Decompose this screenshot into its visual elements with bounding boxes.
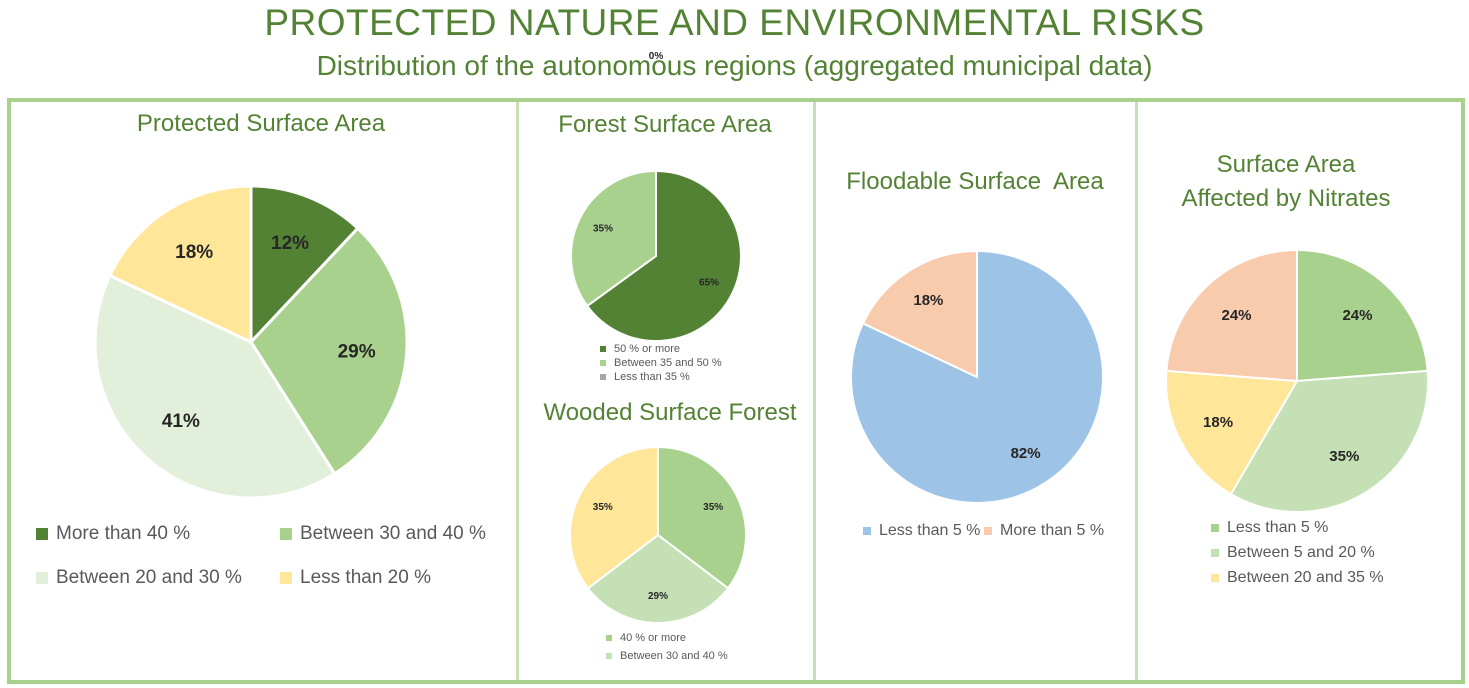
legend-swatch [600, 374, 606, 380]
legend-label: Between 20 and 35 % [1227, 569, 1384, 586]
legend-swatch [984, 527, 992, 535]
legend-item-less-than-20: Less than 20 % [280, 567, 431, 589]
charts-frame [7, 98, 1465, 684]
pie-slice-less-than-5 [1296, 248, 1429, 383]
legend-label: Less than 5 % [1227, 519, 1329, 536]
floodable-area-title: Floodable Surface Area [846, 168, 1104, 195]
legend-item-less-than-5: Less than 5 % [1211, 519, 1328, 537]
data-label-less-than-20: 18% [175, 242, 213, 263]
legend-label: Between 35 and 50 % [614, 357, 722, 369]
legend-label: Less than 35 % [614, 371, 690, 383]
legend-label: Less than 20 % [300, 567, 431, 588]
divider-1 [516, 102, 519, 680]
data-label-between-35-and-50: 35% [593, 223, 613, 234]
nitrates-area-pie: 24% 35% 18% 24% [1165, 248, 1429, 513]
nitrates-title-line-1: Surface Area [1216, 151, 1356, 178]
legend-swatch [600, 360, 606, 366]
data-label-between-30-and-40: 29% [338, 341, 376, 362]
data-label-more-than-35: 24% [1221, 307, 1251, 324]
legend-swatch [280, 572, 292, 584]
legend-label: 40 % or more [620, 632, 687, 644]
data-label-more-than-40: 12% [271, 233, 309, 254]
data-label-less-than-5: 82% [1011, 445, 1041, 462]
data-label-between-20-and-30: 41% [162, 411, 200, 432]
legend-label: Between 5 and 20 % [1227, 544, 1375, 561]
protected-area-pie: 12% 29% 41% 18% [93, 184, 409, 500]
legend-item-more-than-5: More than 5 % [984, 522, 1104, 540]
pie-slice-between-20-and-35 [1165, 369, 1299, 496]
pie-slice-more-than-5 [861, 249, 978, 379]
legend-swatch [280, 528, 292, 540]
legend-item-less-than-5: Less than 5 % [863, 522, 980, 540]
data-label-less-than-5: 24% [1342, 307, 1372, 324]
legend-swatch [1211, 524, 1219, 532]
data-label-50-or-more: 65% [699, 278, 719, 289]
pie-slice-more-than-35 [1165, 248, 1298, 383]
legend-swatch [36, 528, 48, 540]
legend-item-between-5-and-20: Between 5 and 20 % [1211, 544, 1375, 562]
pie-slice-less-than-30 [569, 445, 659, 590]
legend-item-between-20-and-35: Between 20 and 35 % [1211, 569, 1384, 587]
pie-slice-more-than-40 [249, 184, 360, 346]
legend-swatch [863, 527, 871, 535]
legend-label: Between 30 and 40 % [300, 523, 486, 544]
legend-label: More than 40 % [56, 523, 191, 544]
legend-swatch [600, 346, 606, 352]
forest-area-title: Forest Surface Area [558, 111, 772, 138]
legend-item-more-than-40: More than 40 % [36, 523, 190, 545]
data-label-between-5-and-20: 35% [1329, 448, 1359, 465]
data-label-40-or-more: 35% [703, 502, 723, 513]
divider-2 [813, 102, 816, 680]
data-label-more-than-5: 18% [913, 292, 943, 309]
legend-label: 50 % or more [614, 343, 681, 355]
pie-slice-between-5-and-20 [1229, 369, 1429, 513]
legend-item-40-or-more: 40 % or more [606, 632, 686, 644]
legend-label: More than 5 % [1000, 522, 1105, 539]
pie-slice-less-than-20 [107, 184, 253, 345]
legend-label: Less than 5 % [879, 522, 981, 539]
wooded-surface-title: Wooded Surface Forest [543, 399, 797, 426]
page-subtitle: Distribution of the autonomous regions (… [316, 50, 1153, 81]
legend-label: Between 30 and 40 % [620, 650, 728, 662]
legend-swatch [1211, 549, 1219, 557]
legend-swatch [606, 635, 612, 641]
protected-area-title: Protected Surface Area [136, 110, 386, 137]
data-label-between-20-and-35: 18% [1203, 414, 1233, 431]
pie-slice-50-or-more [585, 169, 742, 342]
legend-swatch [1211, 574, 1219, 582]
pie-slice-less-than-5 [850, 249, 1104, 504]
legend-item-less-than-35: Less than 35 % [600, 371, 690, 383]
legend-item-between-20-and-30: Between 20 and 30 % [36, 567, 242, 589]
pie-slice-between-20-and-30 [93, 273, 337, 500]
forest-area-pie: 65% 35% 0% [570, 51, 742, 342]
data-label-between-30-and-40: 29% [648, 591, 668, 602]
pie-slice-between-30-and-40 [249, 226, 409, 476]
pie-slice-between-30-and-40 [586, 533, 730, 624]
legend-item-between-30-and-40: Between 30 and 40 % [606, 650, 728, 662]
legend-label: Between 20 and 30 % [56, 567, 242, 588]
floodable-area-pie: 82% 18% [850, 249, 1104, 504]
legend-swatch [606, 653, 612, 659]
pie-slice-between-35-and-50 [570, 169, 657, 308]
legend-item-between-35-and-50: Between 35 and 50 % [600, 357, 722, 369]
divider-3 [1135, 102, 1138, 680]
legend-item-between-30-and-40: Between 30 and 40 % [280, 523, 486, 545]
legend-swatch [36, 572, 48, 584]
page-title: PROTECTED NATURE AND ENVIRONMENTAL RISKS [264, 2, 1205, 43]
data-label-less-than-35: 0% [649, 51, 664, 62]
nitrates-title-line-2: Affected by Nitrates [1181, 185, 1391, 212]
legend-item-50-or-more: 50 % or more [600, 343, 680, 355]
nitrates-area-title: Surface Area Affected by Nitrates [1140, 148, 1432, 216]
data-label-less-than-30: 35% [593, 502, 613, 513]
wooded-surface-pie: 35% 29% 35% [569, 445, 747, 624]
pie-slice-40-or-more [657, 445, 747, 590]
